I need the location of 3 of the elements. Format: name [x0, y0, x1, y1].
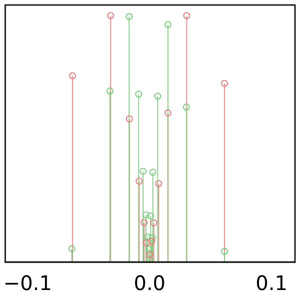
- x-tick-label: 0.1: [256, 271, 288, 296]
- x-tick-label: −0.1: [3, 271, 52, 296]
- x-tick-label: 0.0: [134, 271, 166, 296]
